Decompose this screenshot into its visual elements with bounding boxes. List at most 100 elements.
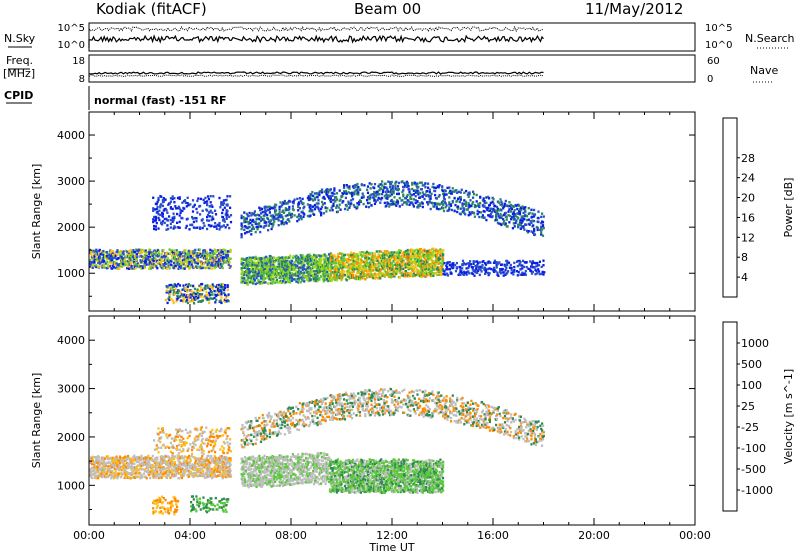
heatmap-cell bbox=[166, 211, 169, 214]
heatmap-cell bbox=[268, 207, 271, 211]
heatmap-cell bbox=[441, 265, 444, 268]
heatmap-cell bbox=[95, 457, 98, 460]
heatmap-cell bbox=[196, 262, 199, 265]
heatmap-cell bbox=[160, 259, 163, 262]
heatmap-cell bbox=[168, 215, 171, 218]
heatmap-cell bbox=[280, 276, 283, 280]
heatmap-cell bbox=[331, 256, 334, 259]
heatmap-cell bbox=[456, 191, 459, 194]
heatmap-cell bbox=[404, 196, 408, 200]
heatmap-cell bbox=[472, 201, 475, 204]
heatmap-cell bbox=[468, 191, 471, 194]
heatmap-cell bbox=[314, 257, 317, 260]
heatmap-cell bbox=[95, 264, 98, 267]
heatmap-cell bbox=[130, 463, 133, 466]
heatmap-cell bbox=[410, 197, 413, 201]
heatmap-cell bbox=[388, 255, 391, 259]
heatmap-cell bbox=[305, 255, 309, 258]
heatmap-cell bbox=[348, 202, 351, 205]
heatmap-cell bbox=[272, 280, 275, 283]
heatmap-cell bbox=[171, 207, 174, 211]
heatmap-cell bbox=[324, 265, 327, 268]
heatmap-cell bbox=[152, 265, 155, 268]
heatmap-cell bbox=[442, 263, 445, 266]
heatmap-cell bbox=[111, 267, 114, 270]
heatmap-cell bbox=[413, 249, 416, 252]
heatmap-cell bbox=[281, 220, 284, 223]
heatmap-cell bbox=[300, 276, 303, 279]
heatmap-cell bbox=[442, 189, 445, 193]
heatmap-cell bbox=[411, 275, 415, 278]
heatmap-cell bbox=[386, 254, 389, 257]
heatmap-cell bbox=[318, 191, 321, 194]
heatmap-cell bbox=[501, 204, 504, 207]
heatmap-cell bbox=[455, 189, 458, 192]
heatmap-cell bbox=[372, 257, 375, 261]
heatmap-cell bbox=[140, 267, 143, 270]
heatmap-cell bbox=[192, 220, 195, 224]
heatmap-cell bbox=[300, 217, 303, 221]
heatmap-cell bbox=[522, 265, 526, 269]
heatmap-cell bbox=[338, 266, 341, 269]
heatmap-cell bbox=[162, 200, 165, 203]
heatmap-cell bbox=[240, 227, 243, 231]
heatmap-cell bbox=[383, 260, 386, 263]
heatmap-cell bbox=[163, 264, 166, 267]
heatmap-cell bbox=[264, 270, 267, 273]
heatmap-cell bbox=[209, 201, 212, 204]
heatmap-cell bbox=[282, 274, 285, 277]
heatmap-cell bbox=[265, 224, 268, 227]
heatmap-cell bbox=[522, 225, 525, 228]
heatmap-cell bbox=[498, 261, 501, 264]
heatmap-cell bbox=[165, 267, 169, 270]
heatmap-cell bbox=[357, 261, 360, 265]
heatmap-cell bbox=[179, 257, 182, 260]
heatmap-cell bbox=[250, 233, 253, 236]
heatmap-cell bbox=[506, 225, 509, 228]
heatmap-cell bbox=[495, 214, 498, 218]
heatmap-cell bbox=[167, 260, 170, 264]
heatmap-cell bbox=[492, 266, 496, 270]
heatmap-cell bbox=[478, 204, 481, 208]
heatmap-cell bbox=[283, 264, 286, 267]
heatmap-cell bbox=[373, 183, 377, 186]
heatmap-cell bbox=[530, 272, 534, 275]
heatmap-cell bbox=[167, 203, 170, 206]
heatmap-cell bbox=[154, 257, 157, 260]
heatmap-cell bbox=[94, 250, 97, 253]
heatmap-cell bbox=[443, 198, 446, 201]
heatmap-cell bbox=[329, 188, 332, 191]
heatmap-cell bbox=[472, 192, 476, 196]
heatmap-cell bbox=[466, 208, 469, 211]
heatmap-cell bbox=[245, 231, 248, 234]
heatmap-cell bbox=[221, 203, 225, 206]
heatmap-cell bbox=[111, 458, 114, 462]
heatmap-cell bbox=[98, 265, 101, 268]
heatmap-cell bbox=[456, 210, 459, 214]
heatmap-cell bbox=[537, 216, 540, 220]
heatmap-cell bbox=[157, 216, 160, 220]
heatmap-cell bbox=[150, 251, 153, 254]
heatmap-cell bbox=[275, 272, 279, 275]
heatmap-cell bbox=[263, 267, 266, 271]
heatmap-cell bbox=[191, 265, 194, 268]
heatmap-cell bbox=[335, 266, 339, 269]
heatmap-cell bbox=[267, 224, 271, 227]
heatmap-cell bbox=[327, 262, 330, 266]
heatmap-cell bbox=[444, 206, 447, 209]
heatmap-cell bbox=[511, 212, 514, 216]
heatmap-cell bbox=[246, 283, 249, 286]
heatmap-cell bbox=[290, 279, 294, 282]
heatmap-cell bbox=[149, 476, 152, 480]
heatmap-cell bbox=[480, 216, 484, 219]
heatmap-cell bbox=[168, 248, 171, 251]
heatmap-cell bbox=[455, 266, 458, 269]
heatmap-cell bbox=[171, 299, 174, 302]
heatmap-cell bbox=[410, 267, 413, 270]
heatmap-cell bbox=[351, 194, 354, 197]
heatmap-cell bbox=[253, 279, 256, 282]
heatmap-cell bbox=[89, 265, 92, 268]
heatmap-cell bbox=[372, 276, 375, 280]
heatmap-cell bbox=[299, 254, 302, 257]
heatmap-cell bbox=[218, 224, 221, 227]
